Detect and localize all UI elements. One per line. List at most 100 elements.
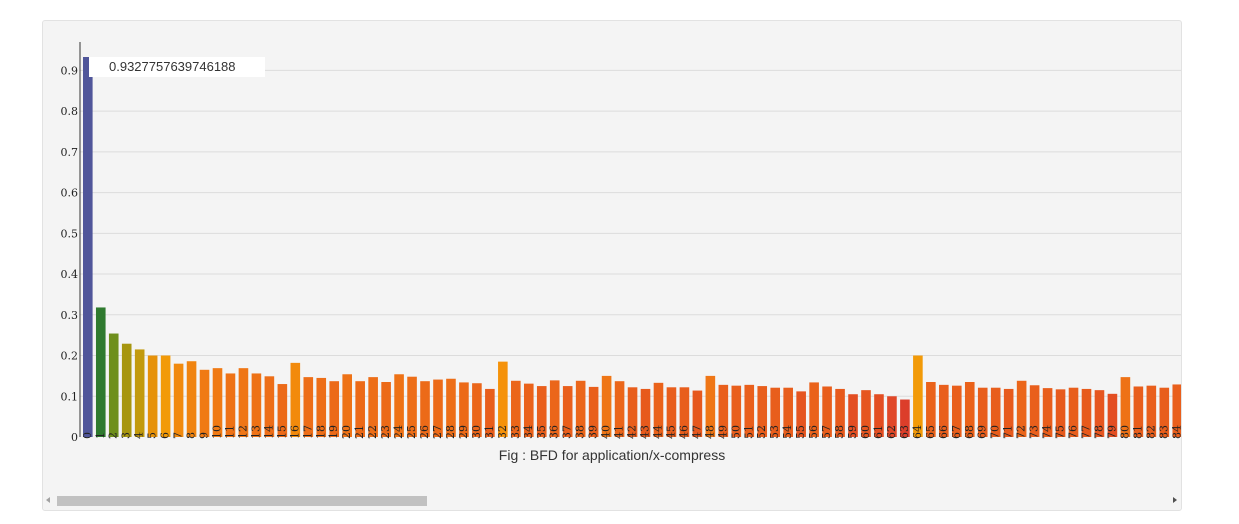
x-tick-label: 60: [859, 425, 872, 439]
bar: [407, 376, 417, 437]
x-tick-label: 12: [236, 425, 249, 439]
bar: [1042, 388, 1053, 437]
x-tick-label: 19: [327, 425, 340, 439]
bar: [835, 388, 845, 437]
x-tick-label: 33: [509, 425, 522, 439]
bar: [640, 388, 651, 437]
scrollbar-thumb[interactable]: [57, 496, 427, 506]
x-tick-label: 6: [159, 432, 172, 439]
bar: [199, 369, 210, 437]
x-tick-label: 24: [392, 425, 405, 439]
x-tick-label: 2: [107, 432, 120, 439]
bar: [900, 399, 910, 437]
bar: [822, 386, 832, 437]
x-tick-label: 76: [1067, 425, 1080, 439]
x-tick-label: 37: [561, 425, 574, 439]
bar: [459, 382, 469, 437]
y-tick-label: 0.1: [61, 390, 79, 403]
bar: [627, 387, 638, 437]
bar: [939, 384, 949, 437]
bar: [523, 383, 534, 437]
x-tick-label: 81: [1131, 425, 1144, 439]
bar: [744, 384, 755, 437]
y-tick-label: 0: [71, 431, 78, 444]
x-tick-label: 56: [807, 425, 820, 439]
scroll-right-arrow-icon[interactable]: [1173, 497, 1177, 503]
x-tick-label: 32: [496, 425, 509, 439]
bar: [1016, 380, 1027, 437]
x-tick-label: 23: [379, 425, 392, 439]
bar: [225, 373, 236, 437]
x-tick-label: 54: [781, 425, 794, 439]
y-tick-label: 0.6: [61, 187, 79, 200]
bar: [134, 349, 145, 437]
bar: [679, 387, 690, 437]
bar: [951, 385, 962, 437]
bar: [731, 385, 742, 437]
x-tick-label: 5: [146, 432, 159, 439]
horizontal-scrollbar[interactable]: [43, 493, 1181, 509]
x-tick-label: 77: [1079, 425, 1092, 439]
x-tick-label: 17: [301, 425, 314, 439]
x-tick-label: 3: [120, 432, 133, 439]
chart-svg: 00.10.20.30.40.50.60.70.80.90 1 2 3 4 5 6 7 8 9 10…: [61, 42, 1181, 444]
bar: [783, 387, 793, 437]
bar: [316, 377, 327, 437]
bar: [108, 333, 119, 437]
x-tick-label: 49: [716, 425, 729, 439]
y-tick-label: 0.4: [61, 268, 79, 281]
x-tick-label: 69: [976, 425, 989, 439]
x-tick-label: 40: [600, 425, 613, 439]
bar: [147, 355, 158, 437]
bar: [173, 363, 184, 437]
x-tick-label: 28: [444, 425, 457, 439]
x-tick-label: 25: [405, 425, 418, 439]
x-tick-label: 14: [262, 425, 275, 439]
x-tick-label: 29: [457, 425, 470, 439]
bar: [1120, 377, 1131, 437]
bar: [977, 387, 988, 437]
x-tick-label: 62: [885, 425, 898, 439]
bar: [926, 382, 936, 437]
bar: [796, 391, 806, 437]
x-tick-label: 83: [1157, 425, 1170, 439]
x-tick-label: 59: [846, 425, 859, 439]
y-tick-label: 0.8: [61, 105, 79, 118]
y-tick-label: 0.7: [61, 146, 79, 159]
bar: [290, 362, 301, 437]
bar: [809, 382, 819, 437]
x-tick-label: 68: [963, 425, 976, 439]
x-tick-label: 67: [950, 425, 963, 439]
bar: [511, 380, 521, 437]
x-tick-label: 70: [989, 425, 1002, 439]
x-tick-label: 8: [185, 432, 198, 439]
bar: [472, 383, 482, 437]
x-tick-label: 52: [755, 425, 768, 439]
x-tick-label: 16: [288, 425, 301, 439]
x-tick-label: 22: [366, 425, 379, 439]
y-tick-label: 0.5: [61, 227, 79, 240]
x-tick-label: 47: [690, 425, 703, 439]
bar: [420, 381, 430, 437]
x-tick-label: 63: [898, 425, 911, 439]
x-tick-label: 45: [664, 425, 677, 439]
x-tick-label: 79: [1105, 425, 1118, 439]
x-tick-label: 58: [833, 425, 846, 439]
x-tick-label: 20: [340, 425, 353, 439]
x-tick-label: 82: [1144, 425, 1157, 439]
bar: [666, 387, 677, 437]
bar: [757, 386, 768, 437]
x-tick-label: 73: [1028, 425, 1041, 439]
x-tick-label: 64: [911, 425, 924, 439]
x-tick-label: 11: [223, 425, 236, 439]
bar: [1055, 389, 1066, 437]
bar: [874, 394, 884, 437]
bar: [238, 368, 249, 437]
x-tick-label: 42: [626, 425, 639, 439]
bar: [1172, 384, 1181, 437]
scroll-left-arrow-icon[interactable]: [46, 497, 50, 503]
bar: [770, 387, 781, 437]
x-tick-label: 55: [794, 425, 807, 439]
bar: [1094, 390, 1105, 437]
x-tick-label: 39: [587, 425, 600, 439]
